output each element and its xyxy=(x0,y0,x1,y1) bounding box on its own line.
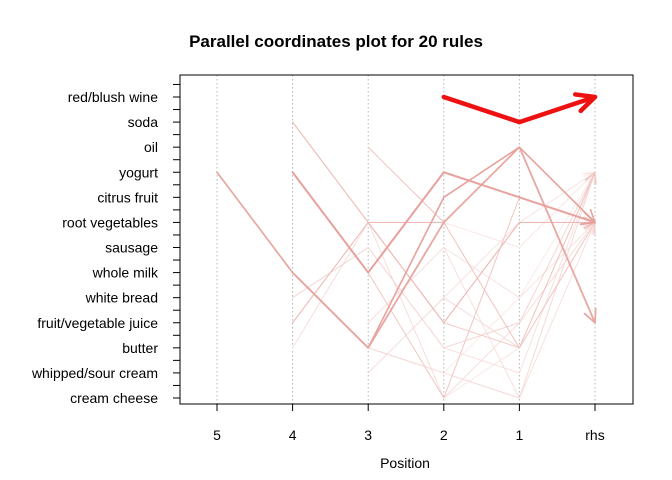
y-tick-label: white bread xyxy=(85,290,158,306)
x-tick-label: 4 xyxy=(289,427,297,443)
x-axis-label: Position xyxy=(380,455,430,471)
y-tick-label: fruit/vegetable juice xyxy=(37,315,158,331)
y-tick-label: red/blush wine xyxy=(68,89,158,105)
y-tick-label: yogurt xyxy=(119,164,158,180)
x-tick-label: rhs xyxy=(585,427,604,443)
y-tick-label: cream cheese xyxy=(70,390,158,406)
x-tick-label: 2 xyxy=(440,427,448,443)
y-tick-label: butter xyxy=(122,340,158,356)
rule-line xyxy=(367,171,598,399)
y-tick-label: root vegetables xyxy=(62,214,158,230)
y-tick-label: citrus fruit xyxy=(97,189,158,205)
plot-frame xyxy=(179,74,634,405)
y-tick-label: soda xyxy=(128,114,159,130)
rule-line xyxy=(367,221,597,399)
rule-line xyxy=(367,146,597,349)
y-tick-label: whipped/sour cream xyxy=(31,365,158,381)
rule-line xyxy=(441,92,598,125)
chart-title: Parallel coordinates plot for 20 rules xyxy=(189,32,483,51)
x-tick-label: 1 xyxy=(516,427,524,443)
y-tick-label: sausage xyxy=(105,240,158,256)
grid-lines xyxy=(216,75,596,404)
x-tick-label: 3 xyxy=(364,427,372,443)
y-tick-label: oil xyxy=(144,139,158,155)
y-axis: red/blush wine soda oil yogurt citrus fruit r… xyxy=(31,83,180,406)
rule-lines xyxy=(216,92,598,399)
rule-line xyxy=(216,146,596,349)
x-axis: 5 4 3 2 1 rhs xyxy=(213,404,605,443)
y-tick-label: whole milk xyxy=(92,265,159,281)
x-tick-label: 5 xyxy=(213,427,221,443)
